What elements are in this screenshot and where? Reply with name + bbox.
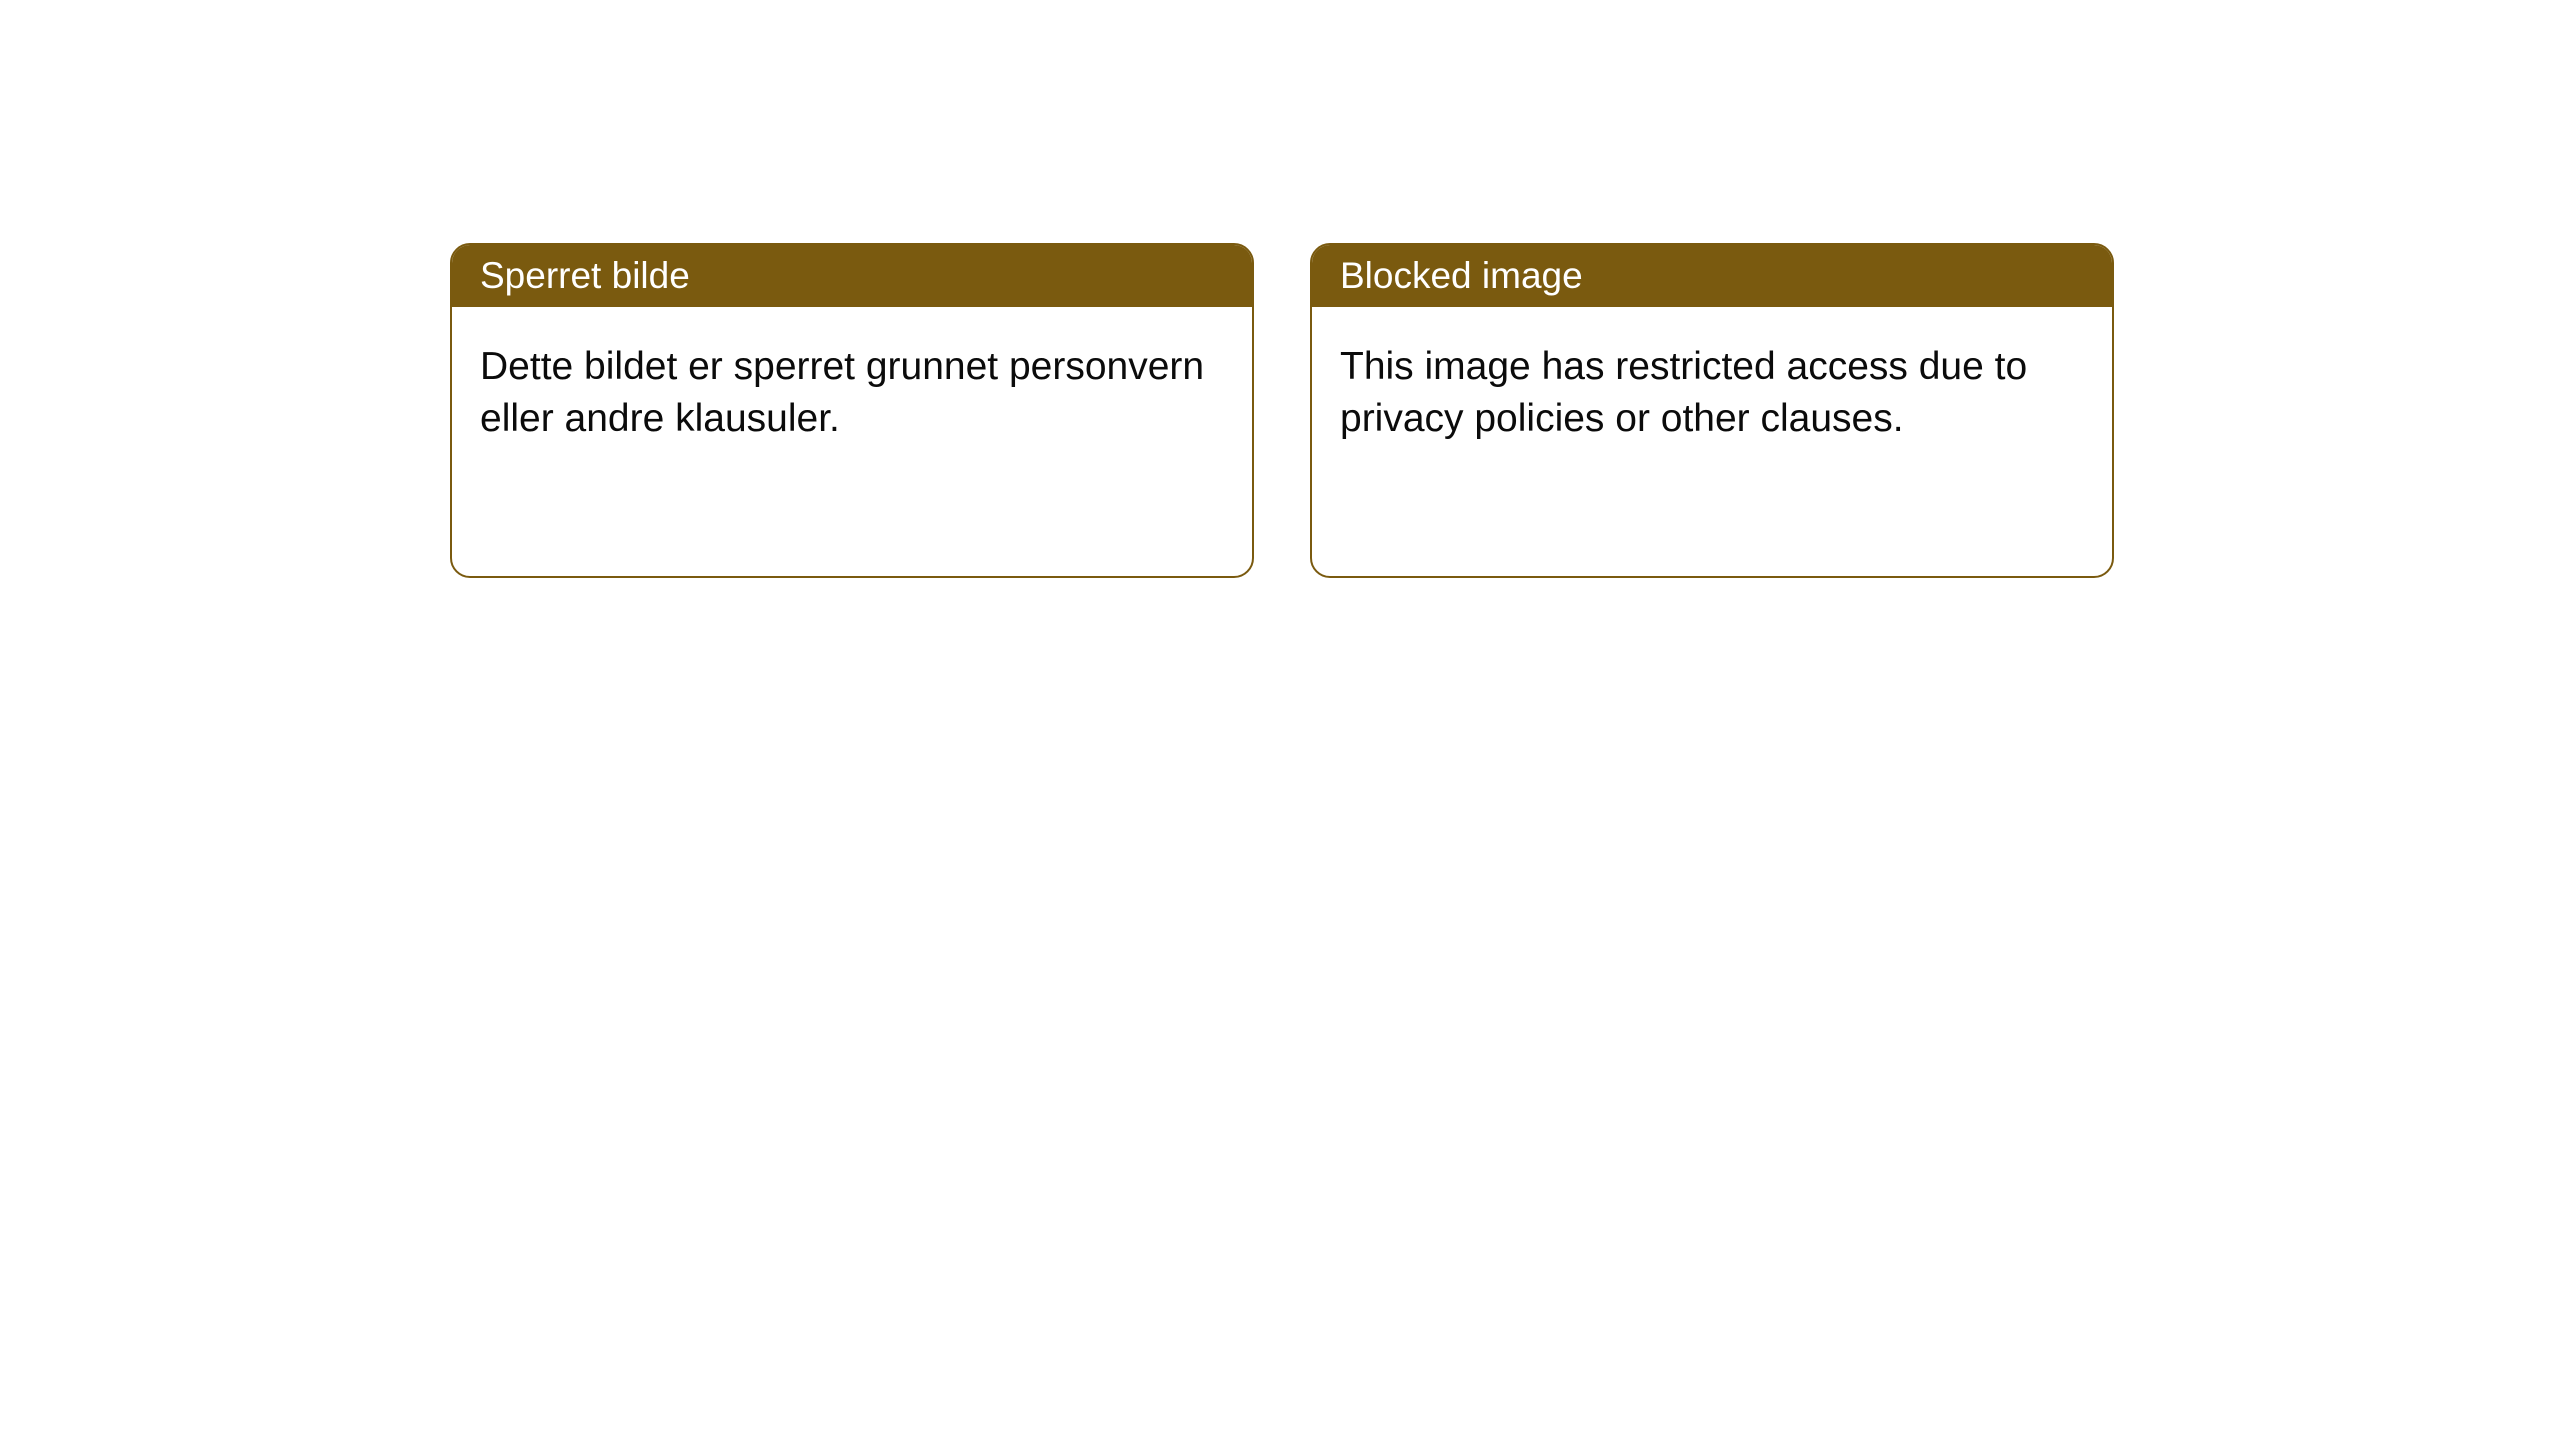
card-body-text: This image has restricted access due to …: [1340, 345, 2027, 440]
card-body: This image has restricted access due to …: [1312, 307, 2112, 576]
notice-card-english: Blocked image This image has restricted …: [1310, 243, 2114, 578]
card-header: Blocked image: [1312, 245, 2112, 307]
card-body: Dette bildet er sperret grunnet personve…: [452, 307, 1252, 576]
notice-card-norwegian: Sperret bilde Dette bildet er sperret gr…: [450, 243, 1254, 578]
card-header: Sperret bilde: [452, 245, 1252, 307]
card-body-text: Dette bildet er sperret grunnet personve…: [480, 345, 1204, 440]
notice-card-container: Sperret bilde Dette bildet er sperret gr…: [0, 0, 2560, 578]
card-title: Sperret bilde: [480, 255, 690, 296]
card-title: Blocked image: [1340, 255, 1583, 296]
